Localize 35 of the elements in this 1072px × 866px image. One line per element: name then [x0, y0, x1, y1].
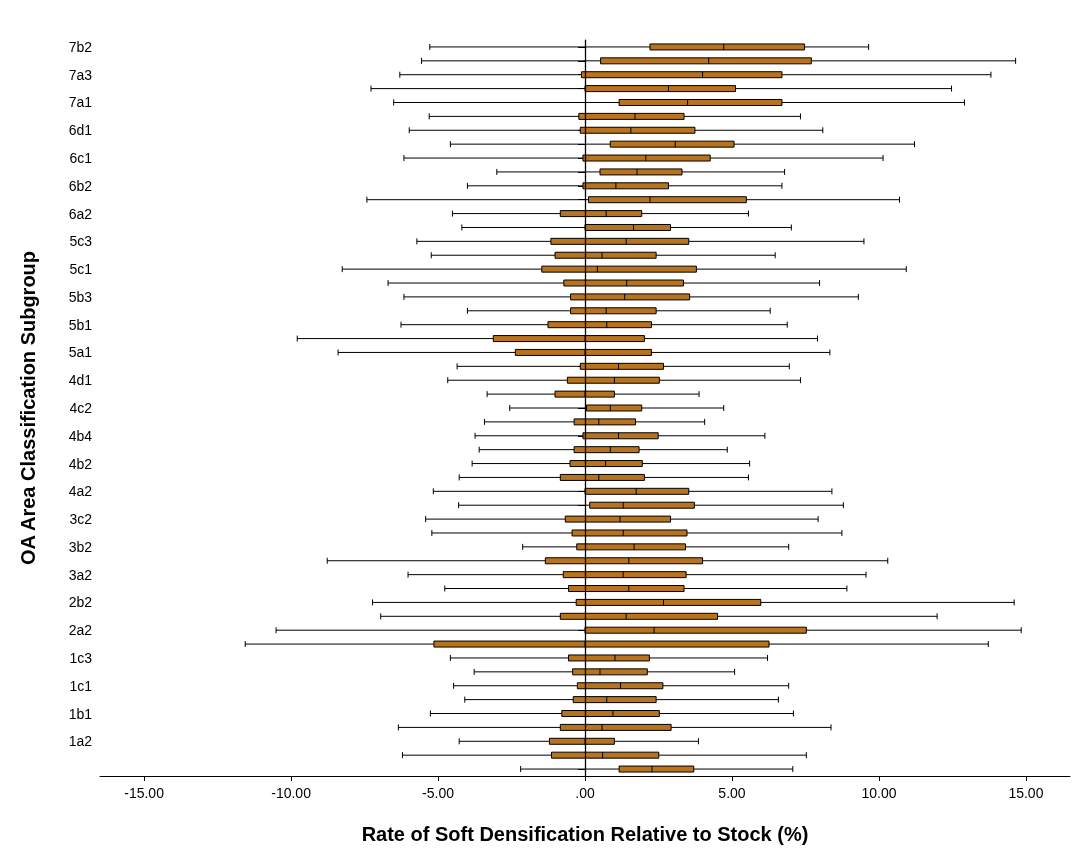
y-tick-label: 5b3 — [68, 288, 93, 305]
x-tick-label: .00 — [575, 785, 595, 801]
y-tick-label: 4b2 — [68, 455, 93, 472]
y-tick-label: 6d1 — [68, 122, 93, 139]
x-tick-label: -15.00 — [124, 785, 165, 801]
y-tick-label: 2a2 — [68, 622, 93, 639]
y-tick-label: 6c1 — [69, 150, 93, 167]
y-tick-label: 1c3 — [69, 649, 93, 666]
x-tick-label: 15.00 — [1008, 785, 1044, 801]
y-tick-label: 5a1 — [68, 344, 93, 361]
y-tick-label: 6b2 — [68, 177, 93, 194]
x-axis-title: Rate of Soft Densification Relative to Stock (%) — [361, 823, 809, 845]
y-axis-title: OA Area Classification Subgroup — [17, 250, 39, 566]
y-tick-label: 2b2 — [68, 594, 93, 611]
x-tick-label: 10.00 — [861, 785, 897, 801]
y-tick-label: 1a2 — [68, 733, 93, 750]
y-tick-label: 5c3 — [69, 233, 93, 250]
y-tick-label: 4c2 — [69, 400, 93, 416]
y-tick-label: 1c1 — [69, 677, 93, 694]
y-tick-label: 6a2 — [68, 205, 93, 222]
y-tick-label: 4a2 — [68, 483, 93, 500]
x-tick-label: -10.00 — [271, 785, 312, 801]
x-tick-label: -5.00 — [422, 785, 455, 801]
y-tick-label: 3c2 — [69, 511, 93, 528]
y-tick-label: 4b4 — [68, 427, 93, 444]
y-tick-label: 4d1 — [68, 372, 93, 389]
y-tick-label: 5c1 — [69, 261, 93, 278]
y-tick-label: 7a3 — [68, 66, 93, 83]
y-tick-label: 7a1 — [68, 94, 93, 111]
y-tick-label: 3b2 — [68, 538, 93, 555]
y-tick-label: 1b1 — [68, 705, 93, 722]
x-tick-label: 5.00 — [718, 785, 746, 801]
y-tick-label: 5b1 — [68, 316, 93, 333]
y-tick-label: 3a2 — [68, 566, 93, 583]
y-tick-label: 7b2 — [68, 38, 93, 55]
